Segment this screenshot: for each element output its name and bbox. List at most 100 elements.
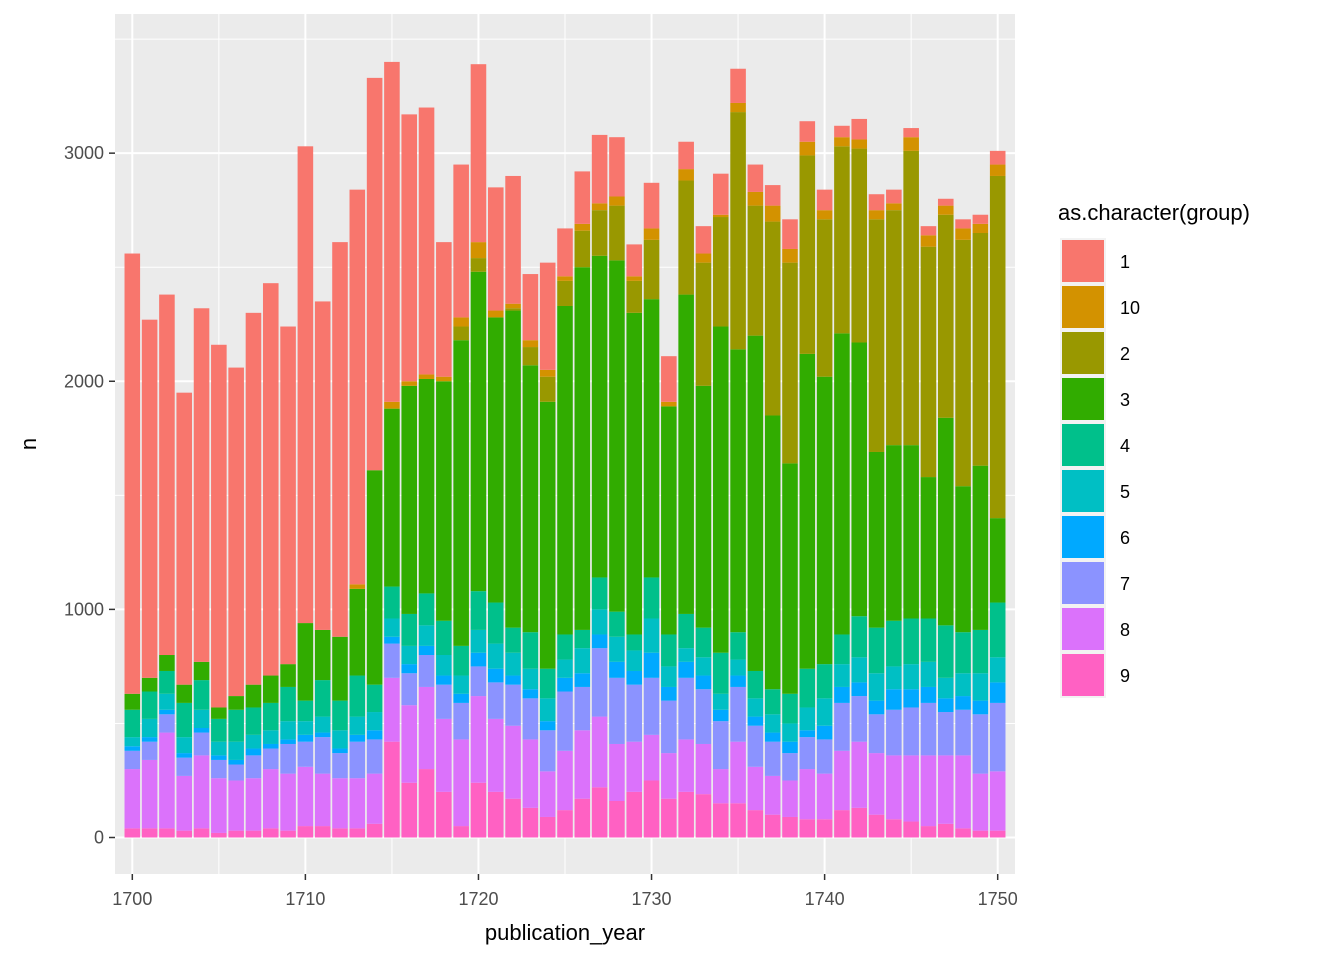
bar-segment-1711-group-5 [314,716,331,733]
bar-segment-1721-group-7 [487,682,504,719]
bar-segment-1700-group-4 [124,709,141,738]
bar-segment-1703-group-6 [176,753,193,758]
bar-segment-1747-group-1 [937,198,954,206]
bar-segment-1710-group-5 [297,721,314,735]
bar-segment-1749-group-6 [972,700,989,715]
bar-segment-1708-group-3 [262,675,279,703]
bar-segment-1726-group-5 [574,648,591,674]
bar-segment-1740-group-4 [816,664,833,699]
bar-segment-1738-group-8 [782,780,798,817]
bar-segment-1744-group-7 [886,709,902,756]
bar-segment-1742-group-6 [851,682,868,697]
bar-segment-1713-group-3 [349,588,366,676]
bar-segment-1702-group-7 [159,714,175,733]
bar-segment-1727-group-7 [591,648,608,717]
bar-segment-1700-group-3 [124,693,141,710]
bar-segment-1746-group-2 [920,246,937,478]
bar-segment-1741-group-7 [834,702,850,751]
bar-segment-1735-group-3 [730,349,746,633]
bar-segment-1720-group-1 [470,64,487,243]
bar-segment-1742-group-8 [851,741,868,808]
bar-segment-1731-group-6 [661,686,677,701]
bar-segment-1750-group-10 [989,164,1006,176]
bar-segment-1718-group-6 [436,675,452,685]
bar-segment-1720-group-7 [470,666,487,697]
bar-segment-1729-group-8 [626,741,643,792]
bar-segment-1708-group-7 [262,748,279,770]
bar-segment-1745-group-3 [903,445,919,619]
legend-label-10: 10 [1120,298,1140,318]
bar-segment-1740-group-10 [816,210,833,220]
bar-segment-1717-group-8 [418,686,435,770]
bar-segment-1713-group-4 [349,675,366,717]
bar-segment-1750-group-8 [989,771,1006,831]
bar-segment-1712-group-5 [332,730,348,749]
bar-segment-1703-group-5 [176,737,193,754]
bar-segment-1734-group-6 [712,709,729,722]
bar-segment-1711-group-7 [314,737,331,774]
bar-segment-1724-group-4 [539,668,556,699]
bar-segment-1738-group-5 [782,723,798,742]
bar-segment-1732-group-1 [678,141,694,170]
bar-segment-1737-group-5 [764,714,781,733]
bar-segment-1706-group-4 [228,709,244,742]
bar-segment-1735-group-1 [730,68,746,103]
bar-segment-1721-group-9 [487,791,504,838]
y-axis-title: n [16,438,41,450]
bar-segment-1721-group-4 [487,602,504,644]
bar-segment-1722-group-7 [505,684,521,726]
bar-segment-1717-group-3 [418,378,435,594]
bar-segment-1717-group-5 [418,625,435,646]
y-axis: 0 1000 2000 3000 [64,143,115,848]
legend-swatch-4 [1062,424,1104,466]
bar-segment-1713-group-1 [349,189,366,585]
bar-segment-1720-group-6 [470,652,487,667]
bar-segment-1715-group-10 [384,401,400,409]
bar-segment-1715-group-6 [384,636,400,644]
bar-segment-1735-group-9 [730,803,746,838]
bar-segment-1710-group-3 [297,623,314,701]
bar-segment-1742-group-3 [851,342,868,617]
bar-segment-1716-group-10 [401,381,418,386]
legend-swatch-5 [1062,470,1104,512]
bar-segment-1728-group-10 [609,196,625,206]
bar-segment-1741-group-3 [834,333,850,635]
bar-segment-1736-group-10 [747,191,764,206]
bar-segment-1729-group-9 [626,791,643,838]
bar-segment-1727-group-9 [591,787,608,838]
bar-segment-1740-group-6 [816,725,833,740]
bar-segment-1741-group-6 [834,686,850,703]
bar-segment-1714-group-7 [366,739,383,774]
bar-segment-1716-group-1 [401,114,418,382]
bar-segment-1721-group-10 [487,310,504,318]
bar-segment-1739-group-2 [799,155,816,354]
bar-segment-1709-group-8 [280,773,296,831]
bar-segment-1723-group-6 [522,689,539,699]
bar-segment-1747-group-9 [937,823,954,838]
bar-segment-1747-group-7 [937,712,954,756]
bar-segment-1718-group-3 [436,381,452,621]
bar-segment-1707-group-5 [245,734,262,749]
bar-segment-1749-group-2 [972,232,989,466]
bar-segment-1729-group-10 [626,276,643,281]
bar-segment-1723-group-4 [522,632,539,669]
bar-segment-1710-group-7 [297,741,314,767]
bar-segment-1721-group-8 [487,718,504,792]
bar-segment-1743-group-3 [868,451,885,628]
bar-segment-1744-group-8 [886,755,902,820]
bar-segment-1737-group-3 [764,415,781,690]
bar-segment-1719-group-7 [453,702,469,740]
legend-swatch-9 [1062,654,1104,696]
bar-segment-1735-group-5 [730,659,746,676]
bar-segment-1709-group-9 [280,830,296,838]
bar-segment-1714-group-4 [366,684,383,713]
bar-segment-1700-group-9 [124,828,141,838]
bar-segment-1749-group-3 [972,465,989,630]
bar-segment-1701-group-8 [141,759,158,829]
bar-segment-1725-group-5 [557,659,573,678]
bar-segment-1709-group-5 [280,721,296,740]
y-tick-label: 0 [94,828,104,848]
bar-segment-1703-group-9 [176,830,193,838]
bar-segment-1709-group-4 [280,686,296,722]
